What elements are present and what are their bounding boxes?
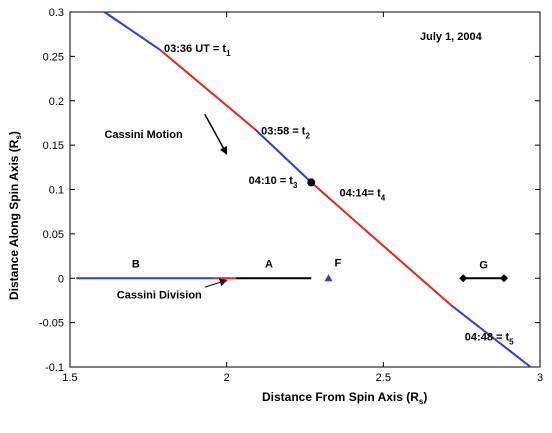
- trajectory-segment-2: [158, 48, 256, 130]
- y-tick-label: 0.05: [43, 229, 64, 241]
- trajectory: [103, 11, 532, 368]
- rings: F GB A: [76, 257, 508, 283]
- x-tick-label: 2: [224, 372, 230, 384]
- y-tick-label: 0: [58, 273, 64, 285]
- ring-label-a: A: [265, 259, 273, 271]
- cassini-division-arrow: [204, 278, 228, 288]
- y-tick-label: 0.1: [49, 185, 64, 197]
- trajectory-segment-3: [254, 128, 312, 184]
- y-tick-label: -0.1: [45, 362, 64, 374]
- y-tick-label: 0.3: [49, 7, 64, 19]
- plot-area: [69, 11, 541, 368]
- f-ring-marker: [324, 274, 333, 282]
- time-label-t5: 04:48 = t5: [465, 331, 514, 346]
- x-tick-label: 3: [537, 372, 543, 384]
- time-label-t2: 03:58 = t2: [261, 125, 310, 140]
- trajectory-segment-6: [450, 304, 532, 368]
- trajectory-segment-4: [310, 181, 366, 231]
- cassini-motion-arrow: [204, 113, 228, 155]
- x-tick-label: 1.5: [62, 372, 77, 384]
- y-tick-label: 0.15: [43, 140, 64, 152]
- cassini-division-label: Cassini Division: [117, 290, 202, 302]
- g-ring-end-right: [499, 274, 508, 283]
- t3-marker: [307, 178, 316, 187]
- time-label-t1: 03:36 UT = t1: [164, 43, 231, 58]
- cassini-motion-label: Cassini Motion: [104, 129, 183, 141]
- y-axis-label: Distance Along Spin Axis (Rs): [7, 131, 23, 300]
- trajectory-segment-1: [103, 11, 160, 51]
- time-label-t4: 04:14= t4: [339, 188, 385, 203]
- y-tick-label: 0.25: [43, 51, 64, 63]
- ring-label-b: B: [132, 259, 140, 271]
- y-tick-label: 0.2: [49, 96, 64, 108]
- g-ring-end-left: [459, 274, 468, 283]
- trajectory-segment-5: [363, 228, 452, 306]
- y-tick-label: -0.05: [39, 318, 64, 330]
- axes: 1.5 2 2.5 3 -0.1 -0.05 0 0.05 0.1 0.15 0.2 0.25 0.3: [39, 7, 543, 384]
- x-axis-label: Distance From Spin Axis (Rs): [262, 390, 427, 406]
- chart-title: July 1, 2004: [420, 31, 483, 43]
- annotations: Cassini Division Cassini Motion 03:36 UT =…: [104, 43, 514, 346]
- time-label-t3: 04:10 = t3: [249, 175, 298, 190]
- x-tick-label: 2.5: [376, 372, 391, 384]
- f-ring-label: F: [335, 257, 342, 269]
- g-ring-label: G: [479, 259, 488, 271]
